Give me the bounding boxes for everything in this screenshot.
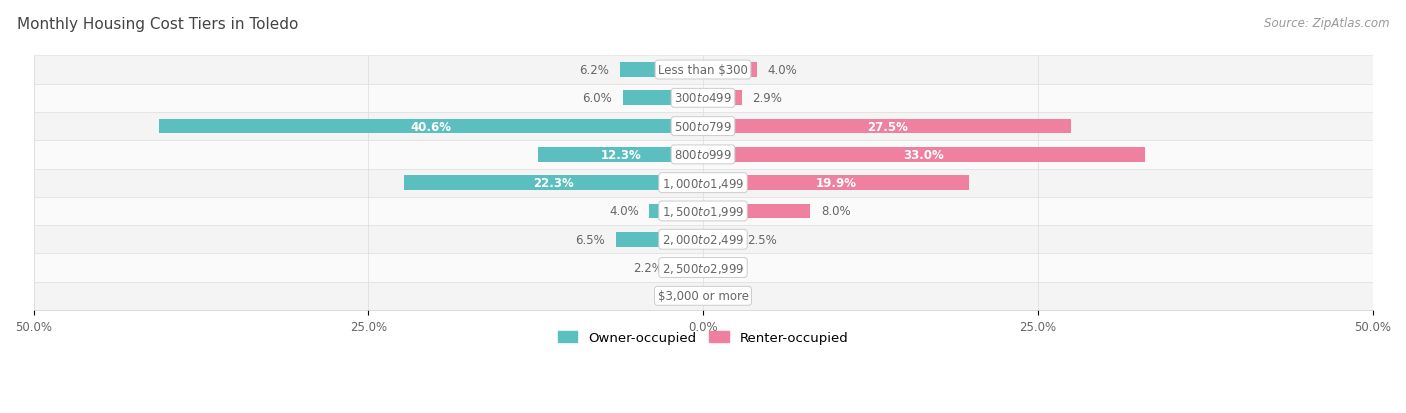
Bar	[34, 254, 1372, 282]
Bar	[703, 233, 737, 247]
Text: 12.3%: 12.3%	[600, 149, 641, 161]
Bar	[616, 233, 703, 247]
Bar	[623, 91, 703, 106]
Text: 19.9%: 19.9%	[815, 177, 856, 190]
Bar	[703, 148, 1144, 162]
Text: 6.5%: 6.5%	[575, 233, 605, 246]
Text: 2.5%: 2.5%	[747, 233, 778, 246]
Text: Source: ZipAtlas.com: Source: ZipAtlas.com	[1264, 17, 1389, 29]
Text: $2,500 to $2,999: $2,500 to $2,999	[662, 261, 744, 275]
Text: 0.0%: 0.0%	[714, 261, 744, 274]
Bar	[34, 169, 1372, 197]
Bar	[703, 204, 810, 219]
Bar	[703, 176, 970, 190]
Text: $300 to $499: $300 to $499	[673, 92, 733, 105]
Text: 40.6%: 40.6%	[411, 120, 451, 133]
Bar	[34, 282, 1372, 310]
Text: 22.3%: 22.3%	[533, 177, 574, 190]
Text: 4.0%: 4.0%	[768, 64, 797, 77]
Bar	[620, 63, 703, 78]
Text: Monthly Housing Cost Tiers in Toledo: Monthly Housing Cost Tiers in Toledo	[17, 17, 298, 31]
Text: 0.0%: 0.0%	[714, 290, 744, 303]
Text: 27.5%: 27.5%	[866, 120, 907, 133]
Bar	[34, 56, 1372, 85]
Bar	[673, 261, 703, 275]
Text: $1,000 to $1,499: $1,000 to $1,499	[662, 176, 744, 190]
Bar	[703, 91, 742, 106]
Bar	[538, 148, 703, 162]
Bar	[650, 204, 703, 219]
Text: $500 to $799: $500 to $799	[673, 120, 733, 133]
Bar	[703, 119, 1071, 134]
Text: $800 to $999: $800 to $999	[673, 149, 733, 161]
Text: 8.0%: 8.0%	[821, 205, 851, 218]
Bar	[34, 141, 1372, 169]
Bar	[34, 225, 1372, 254]
Text: $1,500 to $1,999: $1,500 to $1,999	[662, 204, 744, 218]
Bar	[405, 176, 703, 190]
Text: 33.0%: 33.0%	[904, 149, 945, 161]
Text: 0.0%: 0.0%	[662, 290, 692, 303]
Legend: Owner-occupied, Renter-occupied: Owner-occupied, Renter-occupied	[553, 326, 853, 349]
Text: 6.2%: 6.2%	[579, 64, 609, 77]
Bar	[34, 113, 1372, 141]
Text: 6.0%: 6.0%	[582, 92, 612, 105]
Bar	[159, 119, 703, 134]
Bar	[703, 63, 756, 78]
Text: $3,000 or more: $3,000 or more	[658, 290, 748, 303]
Text: 2.2%: 2.2%	[633, 261, 662, 274]
Bar	[34, 85, 1372, 113]
Text: 2.9%: 2.9%	[752, 92, 782, 105]
Text: Less than $300: Less than $300	[658, 64, 748, 77]
Text: 4.0%: 4.0%	[609, 205, 638, 218]
Bar	[34, 197, 1372, 225]
Text: $2,000 to $2,499: $2,000 to $2,499	[662, 233, 744, 247]
